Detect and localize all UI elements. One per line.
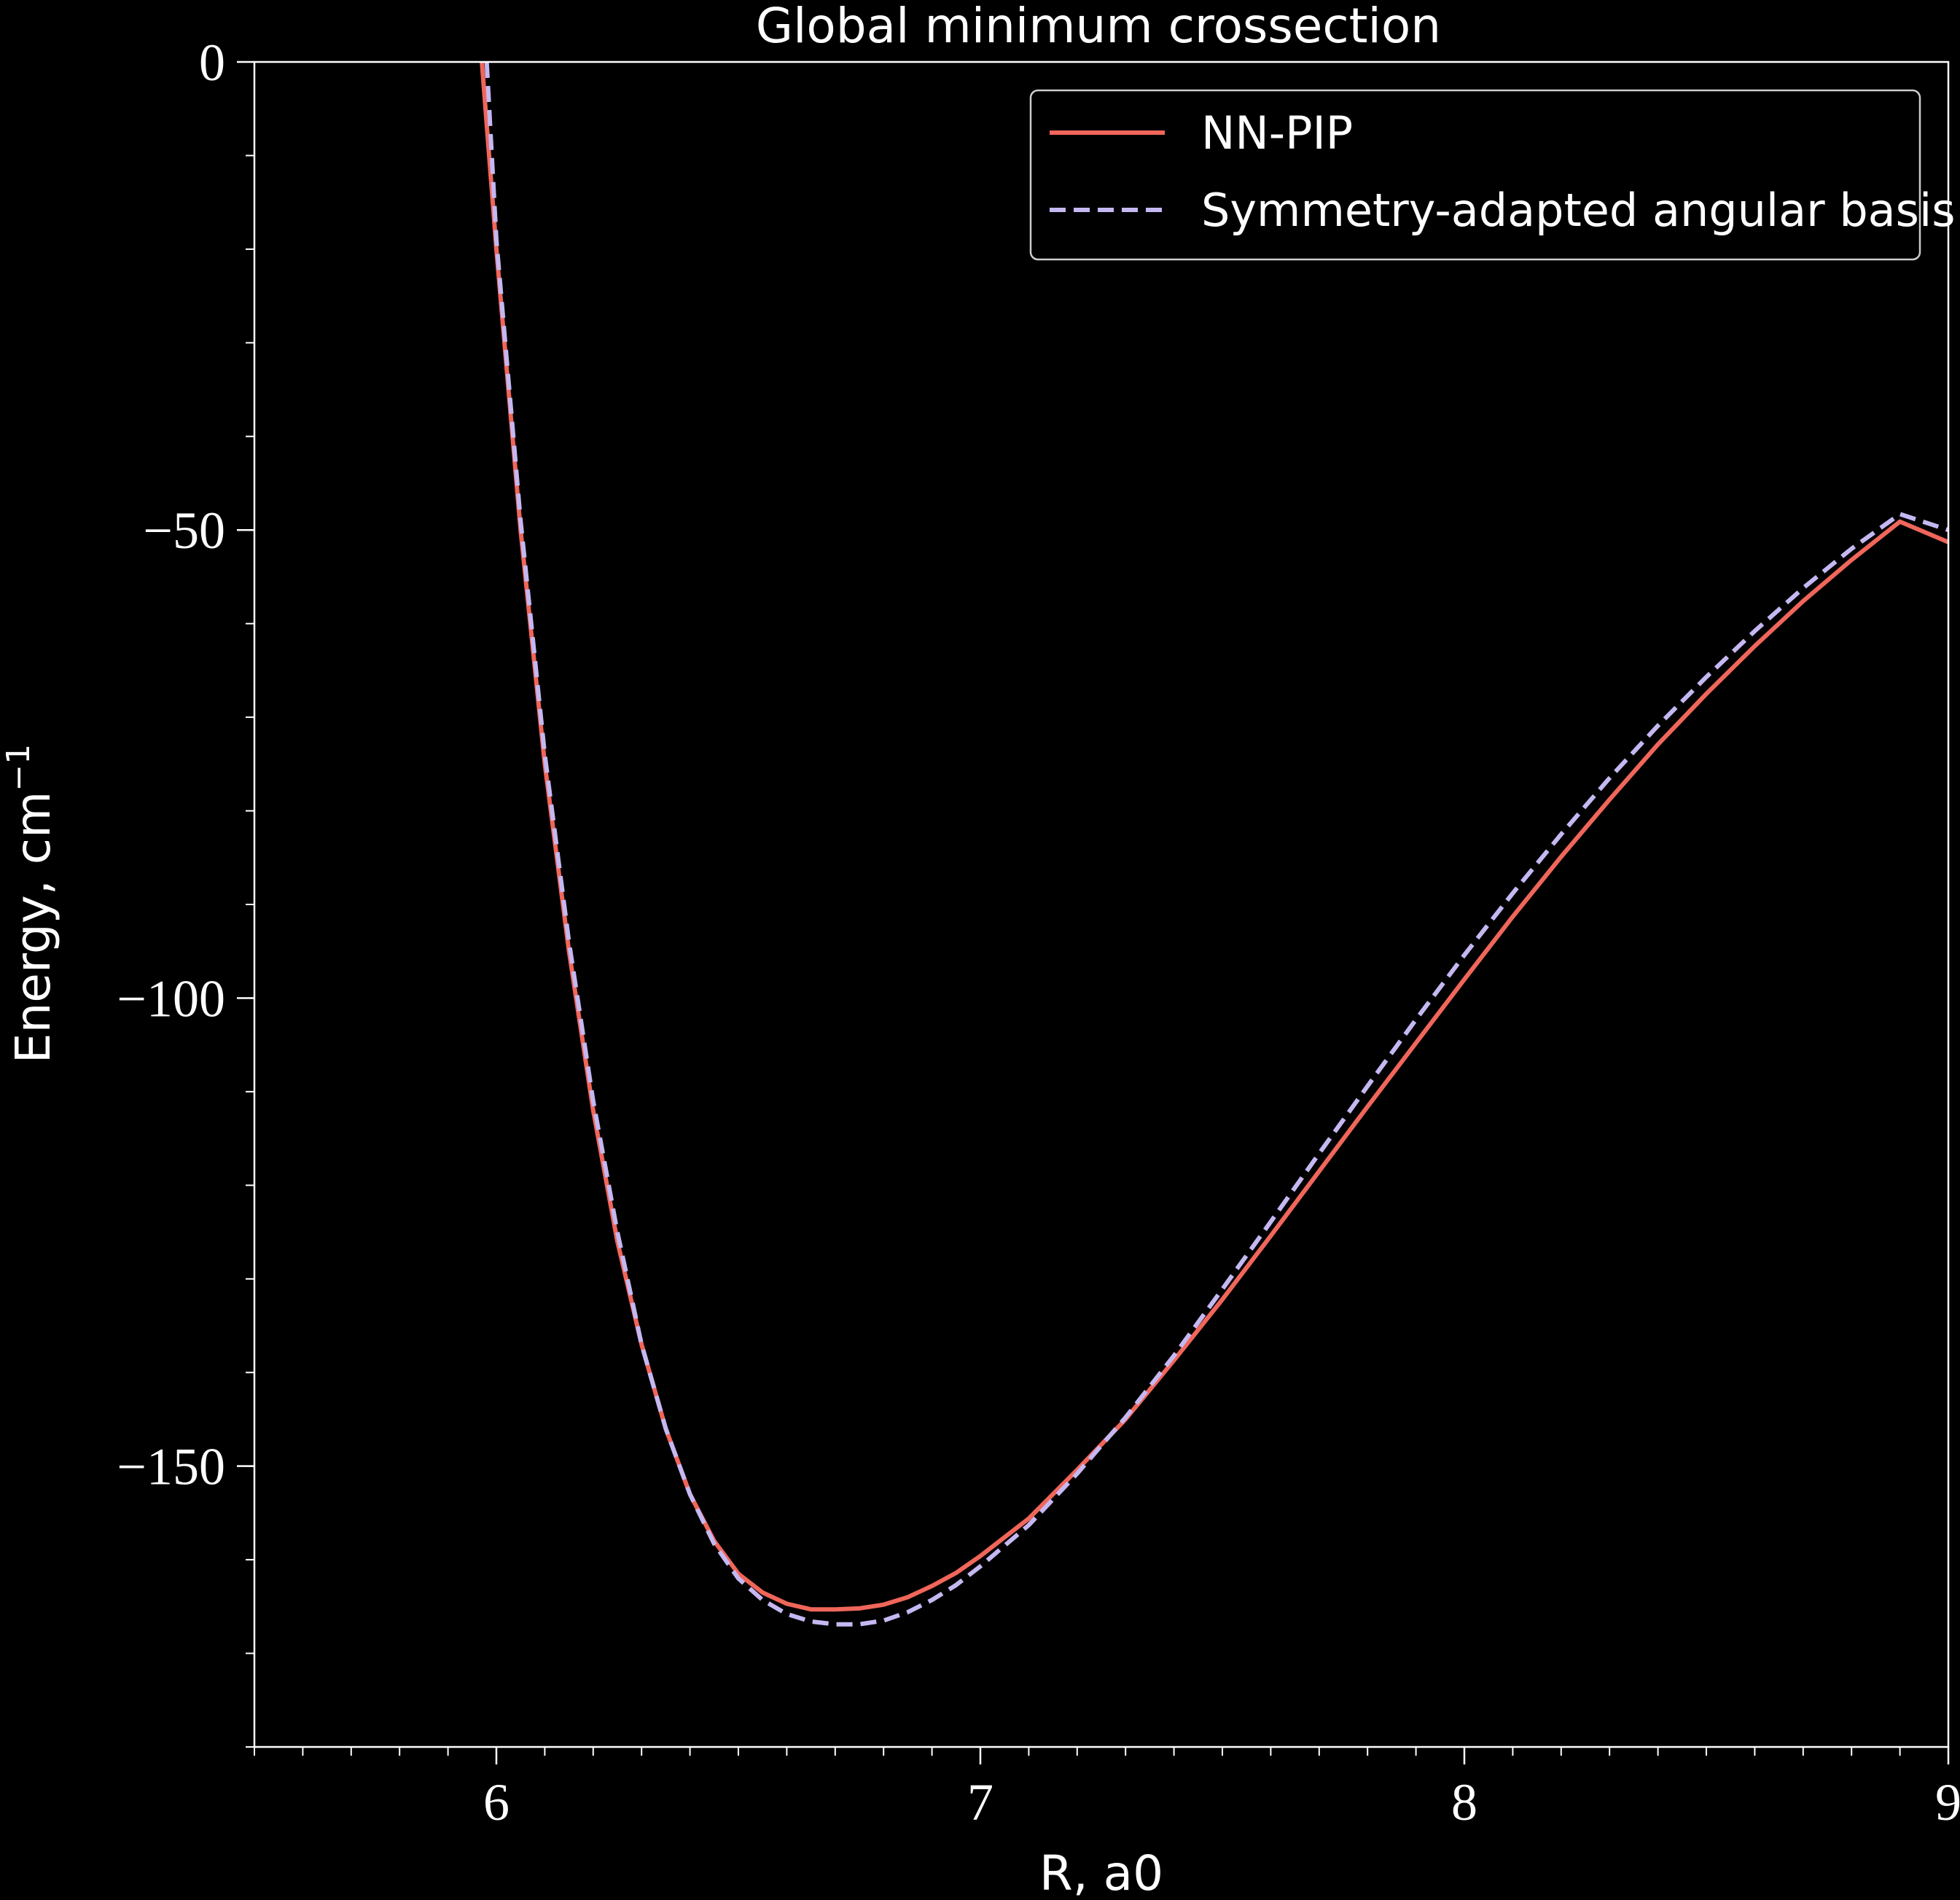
- x-tick-label: 8: [1451, 1773, 1477, 1831]
- x-tick-label: 7: [967, 1773, 993, 1831]
- plot-lines: [480, 61, 1950, 1627]
- y-tick-label: 0: [199, 34, 225, 92]
- x-axis-label: R, a0: [1039, 1845, 1163, 1896]
- y-axis-label-text: Energy, cm: [5, 791, 61, 1064]
- chart-title: Global minimum crossection: [756, 0, 1441, 54]
- y-axis-label: Energy, cm−1: [0, 744, 61, 1063]
- legend-label-symmetry-adapted: Symmetry-adapted angular basis: [1201, 184, 1956, 237]
- y-axis-label-superscript: −1: [0, 744, 37, 791]
- legend-box: [1029, 89, 1921, 261]
- axis-ticks: 6 7 8 9 0 −50 −100 −150: [117, 34, 1960, 1831]
- legend: NN-PIP Symmetry-adapted angular basis: [1029, 89, 1956, 261]
- series-line-1: [484, 61, 1949, 1627]
- y-tick-label: −50: [143, 501, 225, 560]
- plot-frame: [253, 60, 1950, 1748]
- y-tick-label: −150: [117, 1438, 225, 1496]
- x-tick-label: 6: [483, 1773, 509, 1831]
- legend-label-nn-pip: NN-PIP: [1201, 106, 1353, 160]
- x-tick-label: 9: [1935, 1773, 1960, 1831]
- y-tick-label: −100: [117, 969, 225, 1028]
